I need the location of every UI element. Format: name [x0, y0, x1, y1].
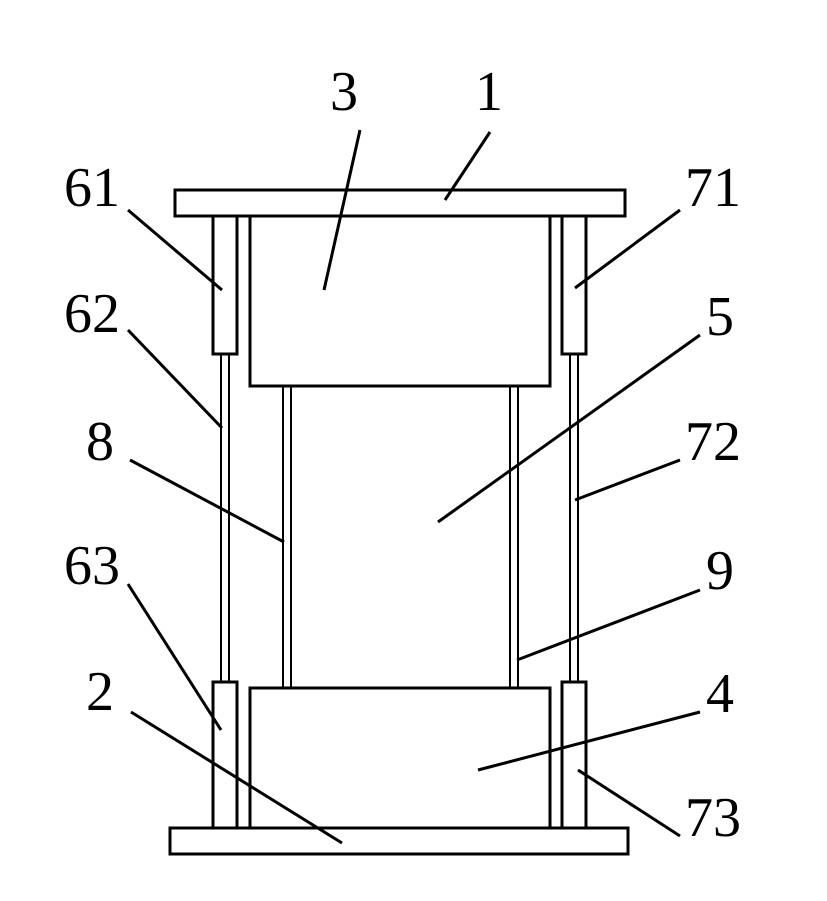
label-71: 71 [685, 156, 741, 220]
label-73: 73 [685, 786, 741, 850]
leader-71 [575, 210, 680, 288]
diagram-container: 3 1 61 71 62 5 8 72 63 9 2 4 73 [0, 0, 827, 901]
leader-8 [130, 460, 284, 542]
upper-block [250, 216, 550, 386]
left-outer-lower-sleeve [213, 682, 237, 828]
label-3: 3 [330, 60, 358, 124]
leader-72 [575, 460, 680, 500]
right-outer-lower-sleeve [562, 682, 586, 828]
label-61: 61 [64, 156, 120, 220]
label-2: 2 [86, 660, 114, 724]
label-62: 62 [64, 282, 120, 346]
left-inner-rod [283, 386, 291, 688]
label-63: 63 [64, 534, 120, 598]
leader-61 [128, 210, 222, 290]
leader-62 [128, 330, 222, 428]
label-5: 5 [706, 285, 734, 349]
leader-73 [578, 770, 680, 836]
leader-63 [128, 584, 221, 730]
top-plate [175, 190, 625, 216]
label-4: 4 [706, 662, 734, 726]
label-9: 9 [706, 539, 734, 603]
right-outer-rod [570, 354, 578, 682]
label-72: 72 [685, 410, 741, 474]
left-outer-rod [221, 354, 229, 682]
right-inner-rod [510, 386, 518, 688]
bottom-plate [170, 828, 628, 854]
label-1: 1 [475, 60, 503, 124]
label-8: 8 [86, 410, 114, 474]
leader-9 [517, 590, 700, 660]
lower-block [250, 688, 550, 828]
right-outer-upper-sleeve [562, 216, 586, 354]
